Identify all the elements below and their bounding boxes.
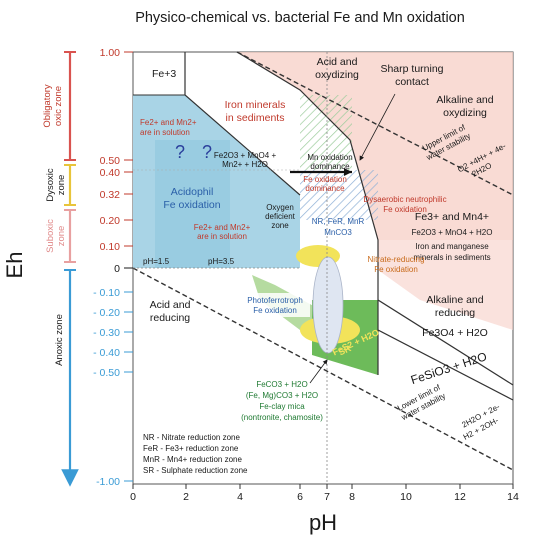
legend-nr: NR - Nitrate reduction zone <box>143 433 240 442</box>
zone-anoxic: Anoxic zone <box>54 314 65 366</box>
legend-fer: FeR - Fe3+ reduction zone <box>143 444 239 453</box>
y-axis-label: Eh <box>2 252 27 279</box>
x-ticks: 0 2 4 6 7 8 10 12 14 <box>130 484 519 503</box>
transition-ellipse <box>312 256 344 354</box>
mn-dominance-label: Mn oxidation dominance <box>307 153 352 171</box>
oxygen-deficient-label: Oxygen deficient zone <box>265 203 296 230</box>
x-tick-label: 7 <box>324 491 330 503</box>
y-tick-label: 0.20 <box>100 215 121 227</box>
acid-oxidizing-label: Acid and oxydizing <box>315 56 359 81</box>
question-mark-1: ? <box>175 142 185 162</box>
y-tick-label: 0.32 <box>100 189 121 201</box>
dysaerobic-label: Dysaerobic neutrophilic Fe oxidation <box>363 195 446 214</box>
question-mark-2: ? <box>202 142 212 162</box>
y-tick-label: - 0.40 <box>93 347 120 359</box>
x-tick-label: 0 <box>130 491 136 503</box>
x-tick-label: 2 <box>183 491 189 503</box>
fe2o3-equation: Fe2O3 + MnO4 + Mn2+ + H2O <box>214 151 277 169</box>
zone-dysoxic: Dysoxiczone <box>45 168 67 202</box>
zone-suboxic: Suboxiczone <box>45 219 67 253</box>
fe-mn-solution-1: Fe2+ and Mn2+ are in solution <box>140 118 197 137</box>
fe3-mn4-label: Fe3+ and Mn4+ <box>415 211 489 223</box>
nr-fer-label: NR, FeR, MnR <box>312 217 365 226</box>
y-tick-label: 0.10 <box>100 241 121 253</box>
legend: NR - Nitrate reduction zone FeR - Fe3+ r… <box>143 433 248 475</box>
feco3-label: FeCO3 + H2O (Fe, Mg)CO3 + H2O Fe-clay mica… <box>241 380 323 422</box>
x-tick-label: 10 <box>400 491 412 503</box>
ph15-label: pH=1.5 <box>143 257 170 266</box>
alkaline-oxidizing-label: Alkaline and oxydizing <box>436 94 493 119</box>
y-tick-label: 0 <box>114 263 120 275</box>
iron-manganese-label: Iron and manganese minerals in sediments <box>413 242 490 262</box>
legend-mnr: MnR - Mn4+ reduction zone <box>143 455 242 464</box>
sharp-contact-label: Sharp turning contact <box>380 63 443 88</box>
x-tick-label: 4 <box>237 491 243 503</box>
acid-reducing-label: Acid and reducing <box>150 299 191 324</box>
upper-water-line <box>236 51 514 196</box>
x-tick-label: 8 <box>349 491 355 503</box>
legend-sr: SR - Sulphate reduction zone <box>143 466 248 475</box>
fe-mn-solution-2: Fe2+ and Mn2+ are in solution <box>194 223 251 241</box>
y-tick-label: - 0.50 <box>93 367 120 379</box>
iron-minerals-label: Iron minerals in sediments <box>225 99 286 124</box>
x-axis-label: pH <box>309 510 337 535</box>
fe3o4-label: Fe3O4 + H2O <box>422 327 488 339</box>
ph35-label: pH=3.5 <box>208 257 235 266</box>
fe3-label: Fe+3 <box>152 68 176 80</box>
x-tick-label: 12 <box>454 491 466 503</box>
x-tick-label: 14 <box>507 491 519 503</box>
photoferrotroph-label: Photoferrotroph Fe oxidation <box>247 296 303 315</box>
acidophil-box <box>155 140 230 268</box>
fe2o3-mno4-label: Fe2O3 + MnO4 + H2O <box>412 228 493 237</box>
x-tick-label: 6 <box>297 491 303 503</box>
y-tick-label: -1.00 <box>96 476 120 488</box>
fe-dominance-label: Fe oxidation dominance <box>303 175 347 193</box>
y-tick-label: - 0.10 <box>93 287 120 299</box>
y-tick-label: - 0.20 <box>93 307 120 319</box>
zone-obligatory: Obligatoryoxic zone <box>42 84 64 128</box>
chart-title: Physico-chemical vs. bacterial Fe and Mn… <box>135 10 465 26</box>
sr-label: SR <box>337 343 353 358</box>
acidophil-label: Acidophil Fe oxidation <box>163 186 220 211</box>
y-tick-label: 0.50 <box>100 155 121 167</box>
y-ticks: 1.00 0.500.40 0.32 0.20 0.10 0 - 0.10 - 0.20 - 0… <box>93 47 133 488</box>
y-tick-label: - 0.30 <box>93 327 120 339</box>
alkaline-reducing-label: Alkaline and reducing <box>426 294 483 319</box>
y-tick-label: 1.00 <box>100 47 121 59</box>
alkaline-reducing-region <box>378 240 513 330</box>
nitrate-reducing-label: Nitrate-reducing Fe oxidation <box>368 255 425 274</box>
y-tick-label: 0.40 <box>100 167 121 179</box>
mnco3-label: MnCO3 <box>324 228 352 237</box>
alkaline-oxidizing-region <box>237 52 513 240</box>
